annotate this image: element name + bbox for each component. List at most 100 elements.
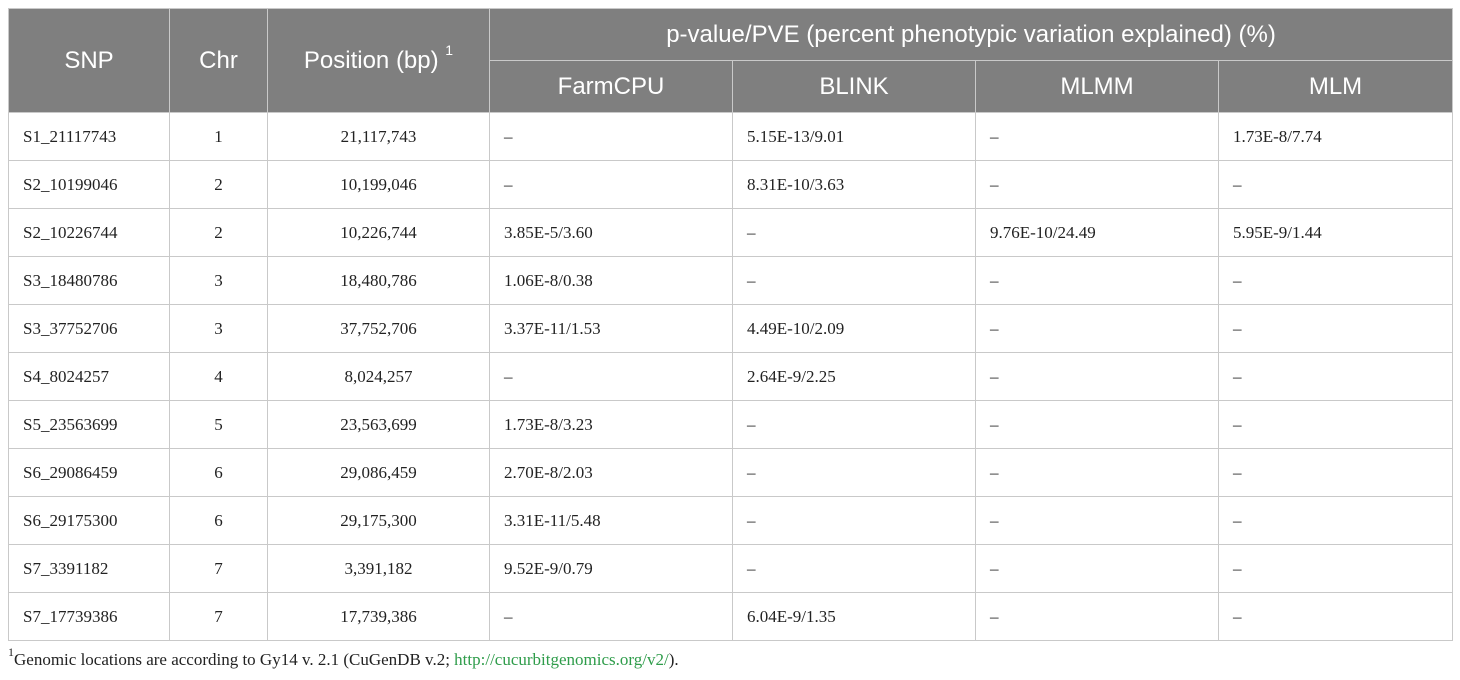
blink-cell: 5.15E-13/9.01 <box>732 112 976 161</box>
chr-cell: 6 <box>169 496 268 545</box>
table-row: S5_23563699 5 23,563,699 1.73E-8/3.23– – – <box>8 400 1454 449</box>
header-chr: Chr <box>169 8 268 113</box>
snp-cell: S7_3391182 <box>8 544 170 593</box>
mlmm-cell: – <box>975 160 1219 209</box>
header-snp: SNP <box>8 8 170 113</box>
mlm-cell: – <box>1217 592 1454 641</box>
table-row: S4_8024257 4 8,024,257–2.64E-9/2.25– – <box>8 352 1454 401</box>
header-farmcpu: FarmCPU <box>489 60 733 113</box>
position-cell: 3,391,182 <box>267 544 490 593</box>
chr-cell: 4 <box>169 352 268 401</box>
mlmm-cell: – <box>975 544 1219 593</box>
table-row: S7_17739386 7 17,739,386–6.04E-9/1.35– – <box>8 592 1454 641</box>
snp-cell: S1_21117743 <box>8 112 170 161</box>
snp-cell: S3_18480786 <box>8 256 170 305</box>
snp-cell: S3_37752706 <box>8 304 170 353</box>
position-cell: 21,117,743 <box>267 112 490 161</box>
blink-cell: – <box>732 544 976 593</box>
table-row: S2_10226744 2 10,226,744 3.85E-5/3.60–9.76E… <box>8 208 1454 257</box>
mlm-cell: – <box>1217 256 1454 305</box>
table-row: S2_10199046 2 10,199,046–8.31E-10/3.63– – <box>8 160 1454 209</box>
position-cell: 37,752,706 <box>267 304 490 353</box>
table-row: S6_29086459 6 29,086,459 2.70E-8/2.03– – – <box>8 448 1454 497</box>
mlmm-cell: – <box>975 592 1219 641</box>
mlmm-cell: – <box>975 304 1219 353</box>
snp-cell: S6_29175300 <box>8 496 170 545</box>
results-table-container: SNP Chr Position (bp) 1 p-value/PVE (per… <box>8 8 1454 641</box>
mlm-cell: – <box>1217 304 1454 353</box>
snp-cell: S7_17739386 <box>8 592 170 641</box>
header-mlm: MLM <box>1217 60 1454 113</box>
blink-cell: 8.31E-10/3.63 <box>732 160 976 209</box>
header-row-1: SNP Chr Position (bp) 1 p-value/PVE (per… <box>8 8 1454 113</box>
position-cell: 10,199,046 <box>267 160 490 209</box>
mlm-cell: – <box>1217 352 1454 401</box>
footnote-link[interactable]: http://cucurbitgenomics.org/v2/ <box>454 650 669 669</box>
mlm-cell: 5.95E-9/1.44 <box>1217 208 1454 257</box>
position-cell: 29,175,300 <box>267 496 490 545</box>
table-row: S6_29175300 6 29,175,300 3.31E-11/5.48– – – <box>8 496 1454 545</box>
position-cell: 23,563,699 <box>267 400 490 449</box>
position-cell: 18,480,786 <box>267 256 490 305</box>
mlm-cell: – <box>1217 448 1454 497</box>
footnote: 1Genomic locations are according to Gy14… <box>8 646 679 670</box>
farmcpu-cell: – <box>489 112 733 161</box>
farmcpu-cell: 3.31E-11/5.48 <box>489 496 733 545</box>
footnote-text: Genomic locations are according to Gy14 … <box>14 650 455 669</box>
mlmm-cell: – <box>975 352 1219 401</box>
chr-cell: 1 <box>169 112 268 161</box>
farmcpu-cell: 1.73E-8/3.23 <box>489 400 733 449</box>
table-row: S7_3391182 7 3,391,182 9.52E-9/0.79– – – <box>8 544 1454 593</box>
blink-cell: – <box>732 256 976 305</box>
blink-cell: – <box>732 400 976 449</box>
position-cell: 8,024,257 <box>267 352 490 401</box>
header-position-footnote-marker: 1 <box>445 41 454 58</box>
snp-cell: S4_8024257 <box>8 352 170 401</box>
farmcpu-cell: 9.52E-9/0.79 <box>489 544 733 593</box>
mlm-cell: – <box>1217 496 1454 545</box>
chr-cell: 7 <box>169 544 268 593</box>
snp-cell: S6_29086459 <box>8 448 170 497</box>
farmcpu-cell: 3.37E-11/1.53 <box>489 304 733 353</box>
snp-cell: S2_10199046 <box>8 160 170 209</box>
header-blink: BLINK <box>732 60 976 113</box>
mlmm-cell: – <box>975 496 1219 545</box>
header-row-2: FarmCPU BLINK MLMM MLM <box>9 60 1454 113</box>
chr-cell: 6 <box>169 448 268 497</box>
farmcpu-cell: – <box>489 160 733 209</box>
mlm-cell: – <box>1217 160 1454 209</box>
header-position: Position (bp) 1 <box>267 8 490 113</box>
footnote-marker: 1 <box>8 645 14 660</box>
mlmm-cell: – <box>975 448 1219 497</box>
header-position-label: Position (bp) <box>303 46 439 74</box>
chr-cell: 3 <box>169 256 268 305</box>
mlmm-cell: 9.76E-10/24.49 <box>975 208 1219 257</box>
blink-cell: 4.49E-10/2.09 <box>732 304 976 353</box>
chr-cell: 5 <box>169 400 268 449</box>
mlm-cell: 1.73E-8/7.74 <box>1217 112 1454 161</box>
farmcpu-cell: 2.70E-8/2.03 <box>489 448 733 497</box>
farmcpu-cell: – <box>489 352 733 401</box>
chr-cell: 7 <box>169 592 268 641</box>
farmcpu-cell: 1.06E-8/0.38 <box>489 256 733 305</box>
snp-cell: S5_23563699 <box>8 400 170 449</box>
table-row: S3_18480786 3 18,480,786 1.06E-8/0.38– – – <box>8 256 1454 305</box>
blink-cell: – <box>732 448 976 497</box>
position-cell: 17,739,386 <box>267 592 490 641</box>
farmcpu-cell: 3.85E-5/3.60 <box>489 208 733 257</box>
chr-cell: 2 <box>169 160 268 209</box>
snp-cell: S2_10226744 <box>8 208 170 257</box>
footnote-tail: ). <box>668 650 679 669</box>
table-row: S3_37752706 3 37,752,706 3.37E-11/1.53 4.49E… <box>8 304 1454 353</box>
chr-cell: 2 <box>169 208 268 257</box>
table-row: S1_21117743 1 21,117,743–5.15E-13/9.01–1.7… <box>8 112 1454 161</box>
mlm-cell: – <box>1217 400 1454 449</box>
header-mlmm: MLMM <box>975 60 1219 113</box>
mlmm-cell: – <box>975 112 1219 161</box>
blink-cell: 2.64E-9/2.25 <box>732 352 976 401</box>
header-pvalue-group: p-value/PVE (percent phenotypic variatio… <box>488 8 1454 61</box>
blink-cell: – <box>732 496 976 545</box>
mlm-cell: – <box>1217 544 1454 593</box>
table-body: S1_21117743 1 21,117,743–5.15E-13/9.01–1.7… <box>8 112 1454 641</box>
snp-results-table: SNP Chr Position (bp) 1 p-value/PVE (per… <box>8 8 1454 641</box>
